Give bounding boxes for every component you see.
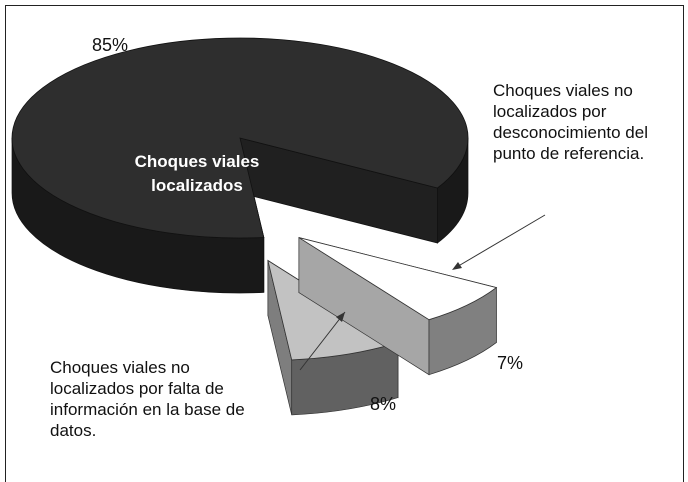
slice-label: Choques viales no localizados por falta … <box>50 358 245 440</box>
slice-label: Choques viales localizados <box>134 152 260 195</box>
leader-line <box>454 214 546 269</box>
slice <box>298 237 498 321</box>
value-label: 8% <box>370 394 397 414</box>
arrow-head <box>452 262 462 270</box>
slice-label: Choques viales no localizados por descon… <box>493 81 648 163</box>
arrow-head <box>336 312 345 322</box>
frame <box>5 5 684 482</box>
pie <box>11 37 498 416</box>
value-label: 7% <box>497 353 524 373</box>
value-label: 85% <box>92 35 129 55</box>
leader-line <box>299 311 346 371</box>
slice <box>11 37 469 239</box>
